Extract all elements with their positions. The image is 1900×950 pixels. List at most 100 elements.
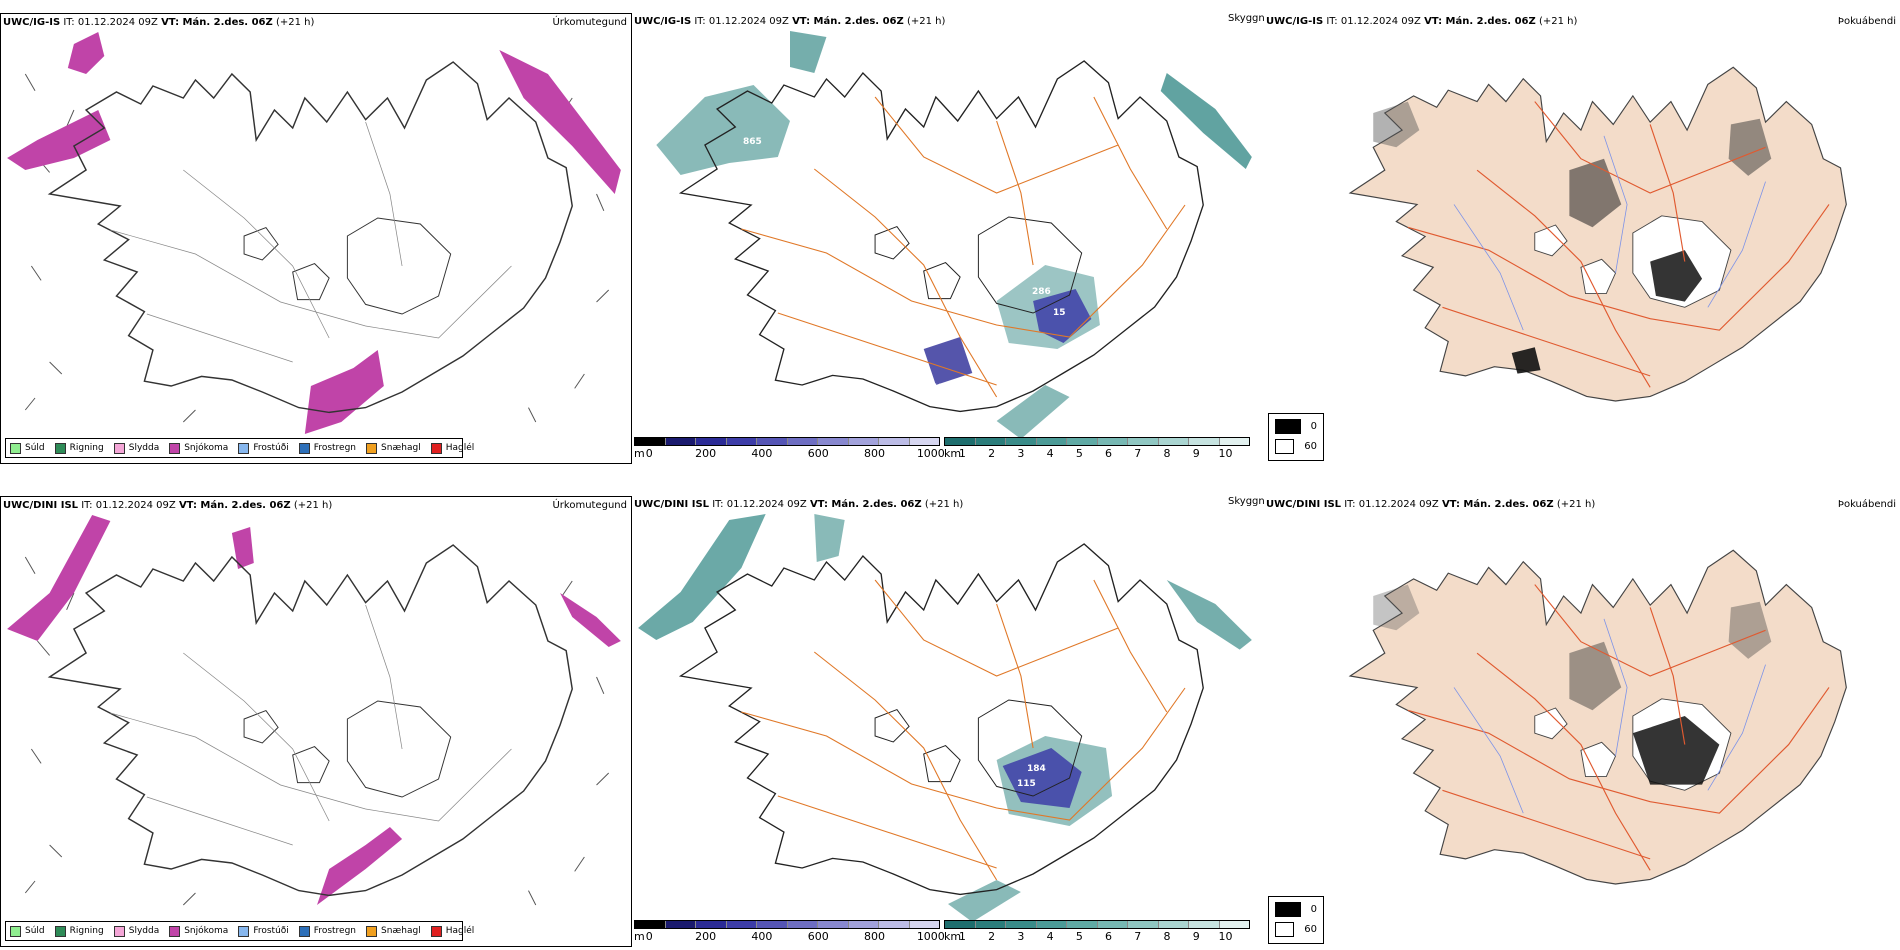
- colorbar-segment: [945, 921, 976, 928]
- panel-precip-type-bottom: UWC/DINI ISL IT: 01.12.2024 09Z VT: Mán.…: [0, 496, 632, 947]
- colorbar-tick: 5: [1075, 930, 1083, 943]
- lead-time: (+21 h): [293, 500, 333, 511]
- lead-time: (+21 h): [906, 16, 946, 27]
- legend-item: Snæhagl: [366, 442, 421, 454]
- panel-fog-bottom: UWC/DINI ISL IT: 01.12.2024 09Z VT: Mán.…: [1264, 496, 1900, 950]
- colorbar-segment: [665, 438, 696, 445]
- colorbar-tick: 600: [807, 930, 829, 943]
- colorbar-tick: 9: [1192, 930, 1200, 943]
- visibility-colorbar: km 1 2 3 4 5 6 7 8 9 10: [944, 437, 1250, 460]
- colorbar-segment: [1128, 921, 1159, 928]
- legend-item: Rigning: [54, 442, 104, 454]
- legend-label: Súld: [25, 926, 45, 936]
- colorbar-tick: 3: [1017, 930, 1025, 943]
- colorbar-tick: 9: [1192, 447, 1200, 460]
- legend-swatch: [430, 925, 442, 937]
- colorbar-tick: 0: [645, 930, 653, 943]
- colorbar-tick: 200: [695, 930, 717, 943]
- fog-legend-item: 0: [1275, 419, 1317, 434]
- colorbar-unit: m: [634, 447, 645, 460]
- colorbar-segment: [909, 438, 939, 445]
- colorbar-segment: [1036, 438, 1067, 445]
- colorbar-segment: [787, 438, 818, 445]
- snow-area: [499, 50, 621, 194]
- colorbar-tick: 7: [1134, 447, 1142, 460]
- snow-area: [304, 350, 384, 434]
- colorbar-segment: [879, 438, 910, 445]
- colorbar-unit: km: [944, 930, 962, 943]
- legend-label: Frostregn: [313, 926, 357, 936]
- legend-label: Súld: [25, 443, 45, 453]
- legend-swatch: [54, 925, 66, 937]
- legend-item: Slydda: [113, 442, 159, 454]
- valid-time: VT: Mán. 2.des. 06Z: [1424, 16, 1536, 27]
- panel-header: UWC/DINI ISL IT: 01.12.2024 09Z VT: Mán.…: [634, 499, 963, 510]
- panel-title: Úrkomutegund: [552, 500, 627, 511]
- model-name: UWC/DINI ISL: [1266, 499, 1342, 510]
- legend-item: Rigning: [54, 925, 104, 937]
- legend-label: Haglél: [445, 926, 475, 936]
- model-name: UWC/IG-IS: [634, 16, 692, 27]
- legend-swatch: [169, 925, 181, 937]
- colorbar-segment: [635, 438, 666, 445]
- lead-time: (+21 h): [924, 499, 964, 510]
- legend-swatch: [10, 925, 21, 937]
- panel-header: UWC/DINI ISL IT: 01.12.2024 09Z VT: Mán.…: [1266, 499, 1595, 510]
- value-label: 184: [1027, 764, 1046, 774]
- fog-legend-swatch: [1275, 419, 1301, 434]
- valid-time: VT: Mán. 2.des. 06Z: [161, 17, 273, 28]
- colorbar-segment: [1219, 921, 1249, 928]
- legend-item: Haglél: [430, 925, 475, 937]
- colorbar-segment: [1219, 438, 1249, 445]
- colorbar-segment: [665, 921, 696, 928]
- legend-label: Snæhagl: [381, 926, 421, 936]
- height-colorbar: m 0 200 400 600 800 1000: [634, 437, 945, 460]
- legend-item: Frostregn: [298, 925, 357, 937]
- init-time: IT: 01.12.2024 09Z: [81, 500, 176, 511]
- legend-label: Haglél: [445, 443, 475, 453]
- legend-swatch: [366, 925, 378, 937]
- panel-visibility-top: UWC/IG-IS IT: 01.12.2024 09Z VT: Mán. 2.…: [632, 13, 1264, 464]
- panel-visibility-bottom: UWC/DINI ISL IT: 01.12.2024 09Z VT: Mán.…: [632, 496, 1264, 950]
- colorbar-tick: 8: [1163, 930, 1171, 943]
- legend-label: Frostregn: [313, 443, 357, 453]
- colorbar-tick: 2: [988, 447, 996, 460]
- colorbar-segment: [818, 921, 849, 928]
- height-colorbar-ticks: m 0 200 400 600 800 1000: [634, 446, 945, 460]
- legend-swatch: [113, 442, 125, 454]
- legend-label: Rigning: [69, 443, 104, 453]
- colorbar-segment: [1067, 438, 1098, 445]
- colorbar-tick: 0: [645, 447, 653, 460]
- colorbar-segment: [1067, 921, 1098, 928]
- init-time: IT: 01.12.2024 09Z: [712, 499, 807, 510]
- colorbar-segment: [1158, 438, 1189, 445]
- legend-item: Haglél: [430, 442, 475, 454]
- colorbar-tick: 800: [864, 447, 886, 460]
- wind-barbs: [24, 73, 610, 423]
- panel-precip-type-top: UWC/IG-IS IT: 01.12.2024 09Z VT: Mán. 2.…: [0, 13, 632, 464]
- colorbar-tick: 1: [958, 930, 966, 943]
- colorbar-tick: 10: [1218, 447, 1233, 460]
- valid-time: VT: Mán. 2.des. 06Z: [792, 16, 904, 27]
- fog-legend-item: 60: [1275, 439, 1317, 454]
- fog-map: [1349, 549, 1847, 885]
- colorbar-tick: 2: [988, 930, 996, 943]
- height-colorbar-strip: [634, 437, 940, 446]
- visibility-colorbar: km 1 2 3 4 5 6 7 8 9 10: [944, 920, 1250, 943]
- fog-map: [1349, 66, 1847, 402]
- precip-map: [7, 515, 621, 906]
- colorbar-tick: 4: [1046, 930, 1054, 943]
- init-time: IT: 01.12.2024 09Z: [63, 17, 158, 28]
- visibility-colorbar-strip: [944, 437, 1250, 446]
- legend-swatch: [238, 442, 250, 454]
- panel-title: Úrkomutegund: [552, 17, 627, 28]
- legend-label: Frostúði: [253, 926, 289, 936]
- snow-area: [67, 32, 105, 74]
- legend-swatch: [54, 442, 66, 454]
- fog-legend: 0 60: [1268, 413, 1324, 461]
- valid-time: VT: Mán. 2.des. 06Z: [809, 499, 922, 510]
- init-time: IT: 01.12.2024 09Z: [1326, 16, 1421, 27]
- value-label: 12: [932, 383, 945, 393]
- fog-legend-label: 60: [1304, 924, 1317, 935]
- colorbar-tick: 5: [1075, 447, 1083, 460]
